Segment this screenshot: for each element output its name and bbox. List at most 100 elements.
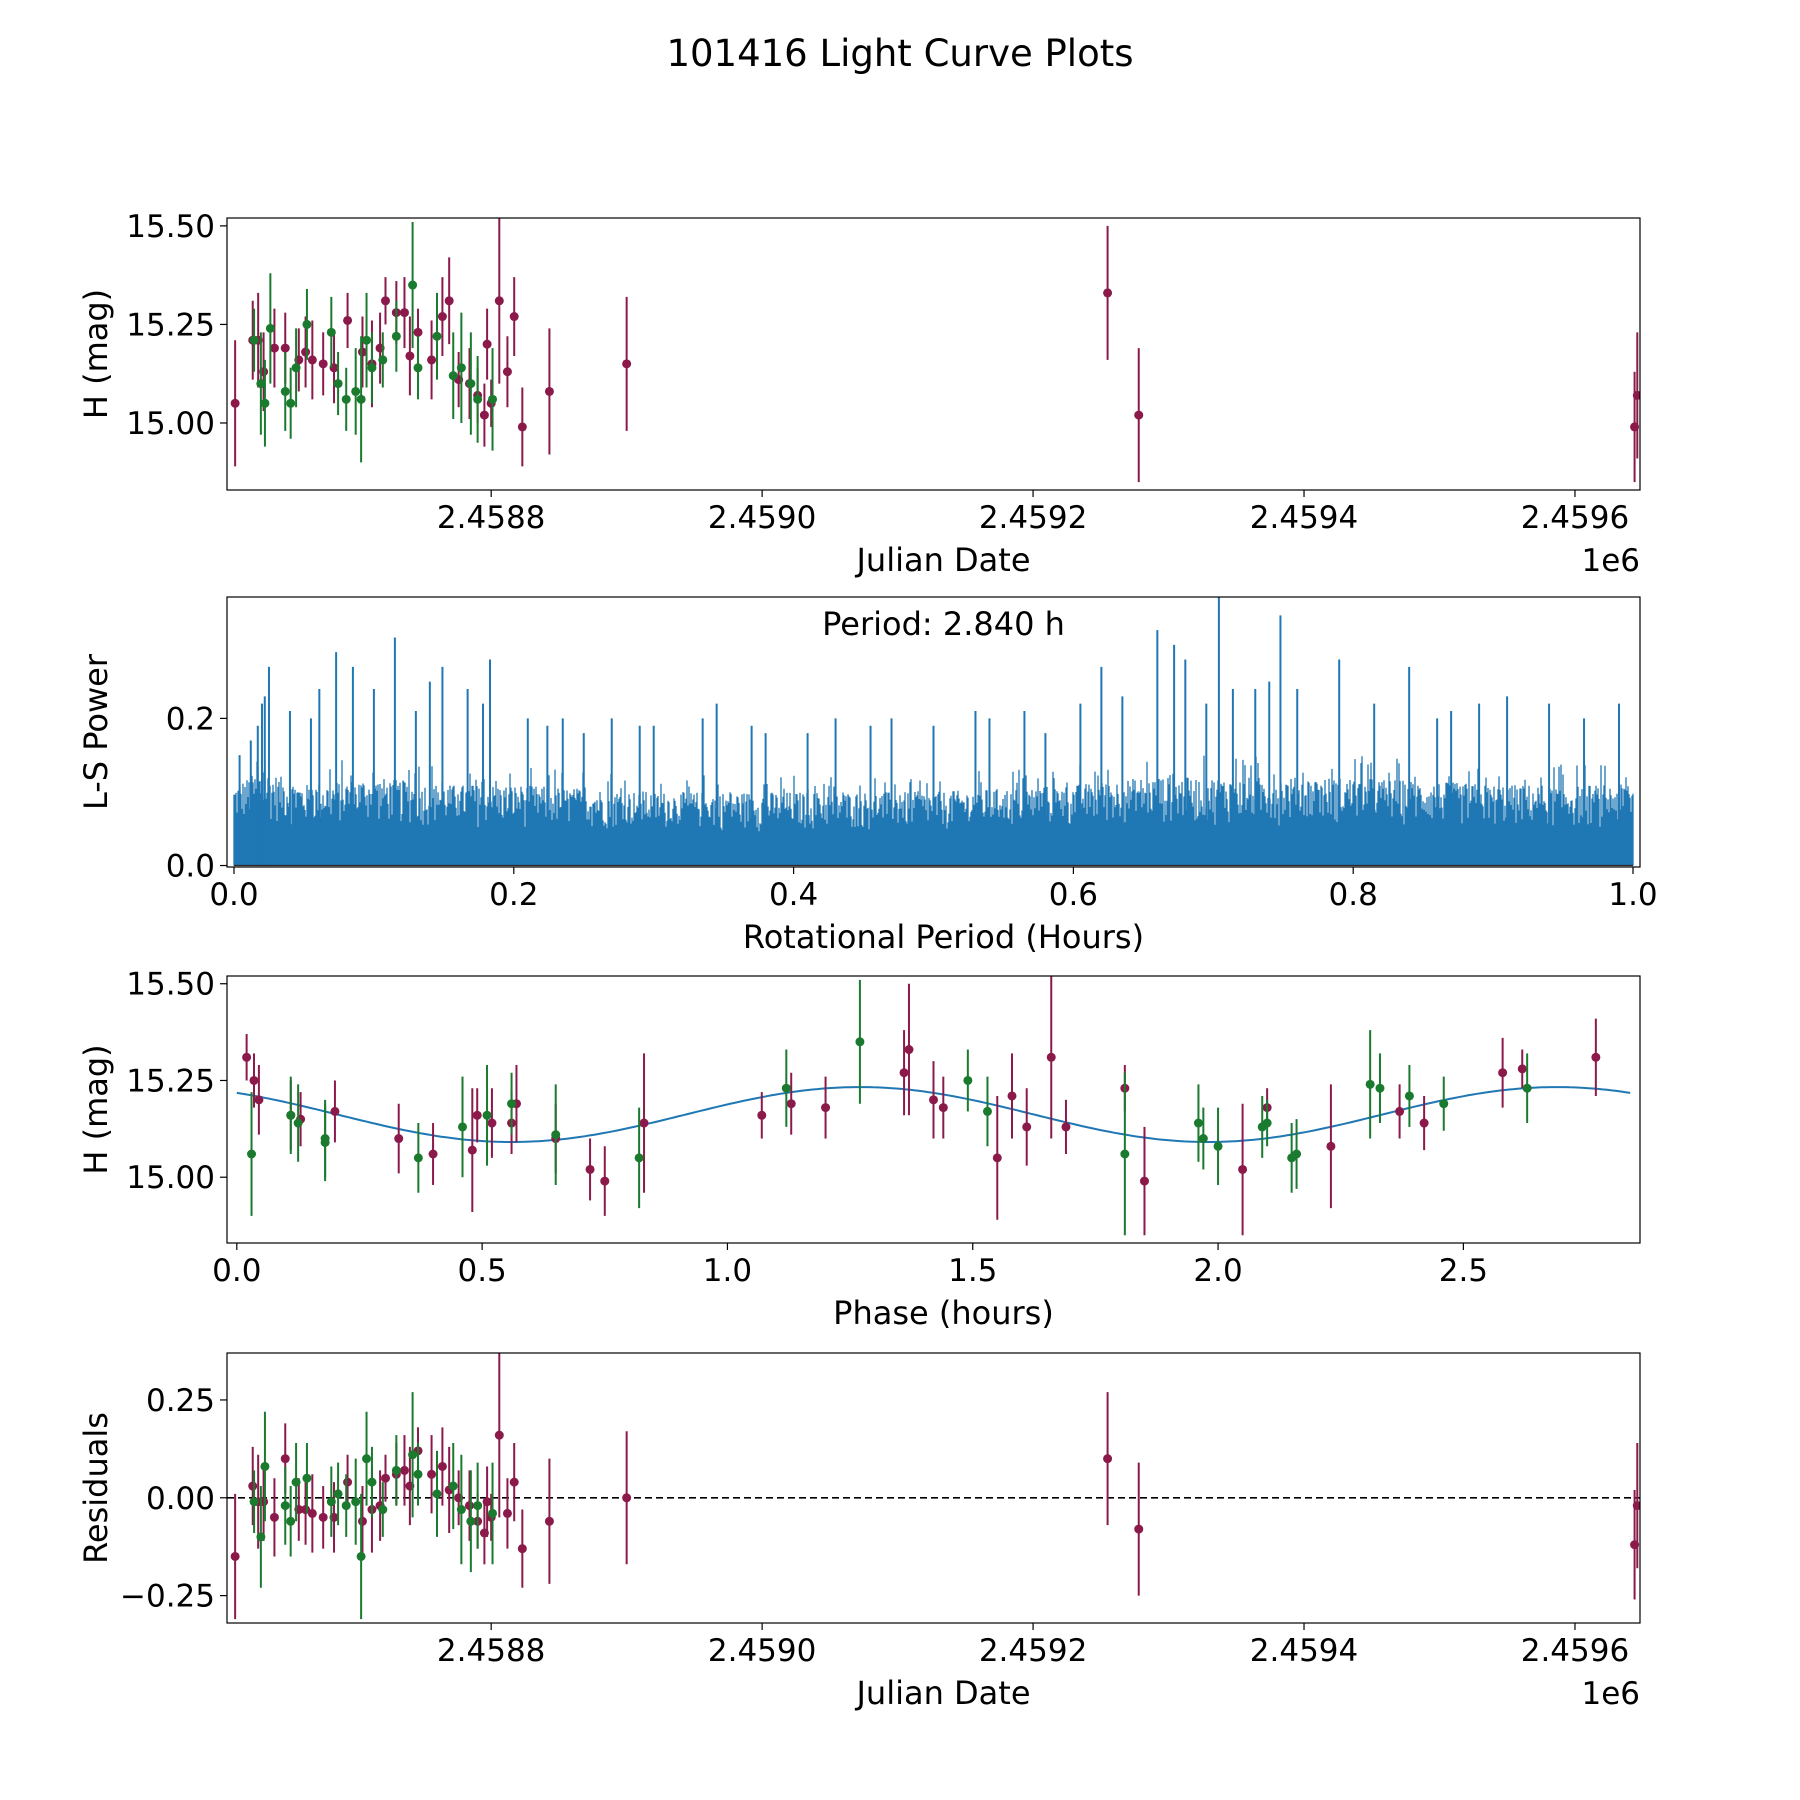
data-point — [1517, 1064, 1527, 1074]
data-point — [1326, 1141, 1336, 1151]
data-point — [600, 1176, 610, 1186]
y-axis-label: H (mag) — [77, 289, 115, 419]
data-point — [1103, 1454, 1113, 1464]
x-axis-label: Julian Date — [854, 1674, 1030, 1712]
data-point — [456, 363, 466, 373]
data-point — [391, 1465, 401, 1475]
data-point — [757, 1110, 767, 1120]
data-point — [494, 296, 504, 306]
y-tick-label: 15.25 — [126, 307, 215, 343]
data-point — [963, 1075, 973, 1085]
data-point — [307, 1508, 317, 1518]
data-point — [432, 1489, 442, 1499]
y-tick-label: 15.50 — [126, 209, 215, 245]
data-point — [356, 394, 366, 404]
data-point — [413, 1153, 423, 1163]
data-point — [466, 379, 476, 389]
data-point — [357, 1516, 367, 1526]
y-tick-label: 15.00 — [126, 406, 215, 442]
data-point — [1061, 1122, 1071, 1132]
data-point — [786, 1099, 796, 1109]
data-point — [622, 359, 632, 369]
data-point — [280, 1454, 290, 1464]
data-point — [318, 1512, 328, 1522]
data-point — [351, 1497, 361, 1507]
data-point — [413, 327, 423, 337]
y-axis-label: L-S Power — [77, 653, 115, 810]
data-point — [1498, 1068, 1508, 1078]
data-point — [544, 386, 554, 396]
data-point — [249, 335, 259, 345]
data-point — [302, 319, 312, 329]
data-point — [230, 1551, 240, 1561]
data-point — [286, 1110, 296, 1120]
period-annotation: Period: 2.840 h — [822, 605, 1065, 643]
x-tick-label: 2.4594 — [1250, 1633, 1358, 1669]
x-tick-label: 2.4596 — [1521, 1633, 1629, 1669]
x-offset-label: 1e6 — [1581, 1676, 1640, 1712]
x-axis-label: Julian Date — [854, 541, 1030, 579]
figure-title: 101416 Light Curve Plots — [666, 32, 1133, 75]
data-point — [1632, 1501, 1640, 1511]
x-tick-label: 0.6 — [1049, 877, 1098, 913]
data-point — [293, 1118, 303, 1128]
data-point — [1134, 1524, 1144, 1534]
data-point — [432, 331, 442, 341]
data-point — [509, 312, 519, 322]
y-tick-label: 0.0 — [166, 849, 215, 885]
data-point — [1522, 1083, 1532, 1093]
data-point — [992, 1153, 1002, 1163]
data-point — [1046, 1052, 1056, 1062]
data-point — [343, 1477, 353, 1487]
data-point — [1134, 410, 1144, 420]
data-point — [333, 1489, 343, 1499]
data-point — [1022, 1122, 1032, 1132]
x-tick-label: 2.5 — [1439, 1253, 1488, 1289]
data-point — [320, 1134, 330, 1144]
data-point — [381, 296, 391, 306]
data-point — [413, 363, 423, 373]
data-point — [378, 355, 388, 365]
y-axis-label: H (mag) — [77, 1044, 115, 1174]
data-point — [517, 1544, 527, 1554]
data-point — [622, 1493, 632, 1503]
data-point — [781, 1083, 791, 1093]
data-point — [444, 296, 454, 306]
data-point — [551, 1130, 561, 1140]
data-point — [280, 386, 290, 396]
data-point — [855, 1037, 865, 1047]
data-point — [472, 1110, 482, 1120]
data-points — [230, 1353, 1640, 1620]
y-tick-label: 0.2 — [166, 701, 215, 737]
data-point — [330, 1106, 340, 1116]
data-point — [286, 1516, 296, 1526]
data-point — [929, 1095, 938, 1105]
data-point — [394, 1134, 404, 1144]
data-point — [456, 1505, 466, 1515]
data-point — [301, 347, 311, 357]
data-point — [405, 351, 415, 361]
y-tick-label: 0.25 — [146, 1383, 215, 1419]
x-tick-label: 0.0 — [212, 1253, 261, 1289]
data-point — [585, 1164, 595, 1174]
data-point — [391, 331, 401, 341]
x-tick-label: 0.2 — [489, 877, 538, 913]
data-point — [1193, 1118, 1203, 1128]
x-axis-label: Phase (hours) — [833, 1294, 1054, 1332]
data-point — [821, 1103, 831, 1113]
data-point — [351, 386, 361, 396]
data-point — [437, 1461, 447, 1471]
data-point — [256, 379, 266, 389]
panel-phase-folded: 0.0 0.5 1.0 1.5 2.0 2.5 15.00 15.25 15.50 Phase (… — [77, 967, 1641, 1332]
data-point — [427, 355, 437, 365]
data-point — [482, 1497, 492, 1507]
data-point — [291, 1477, 301, 1487]
data-point — [413, 1469, 423, 1479]
data-point — [639, 1118, 649, 1128]
panel-residuals: 2.4588 2.4590 2.4592 2.4594 2.4596 −0.25 0.00 0… — [77, 1352, 1641, 1712]
axes-frame — [226, 1352, 1641, 1624]
y-tick-label: 15.00 — [126, 1160, 215, 1196]
data-point — [1238, 1164, 1248, 1174]
data-point — [242, 1052, 252, 1062]
